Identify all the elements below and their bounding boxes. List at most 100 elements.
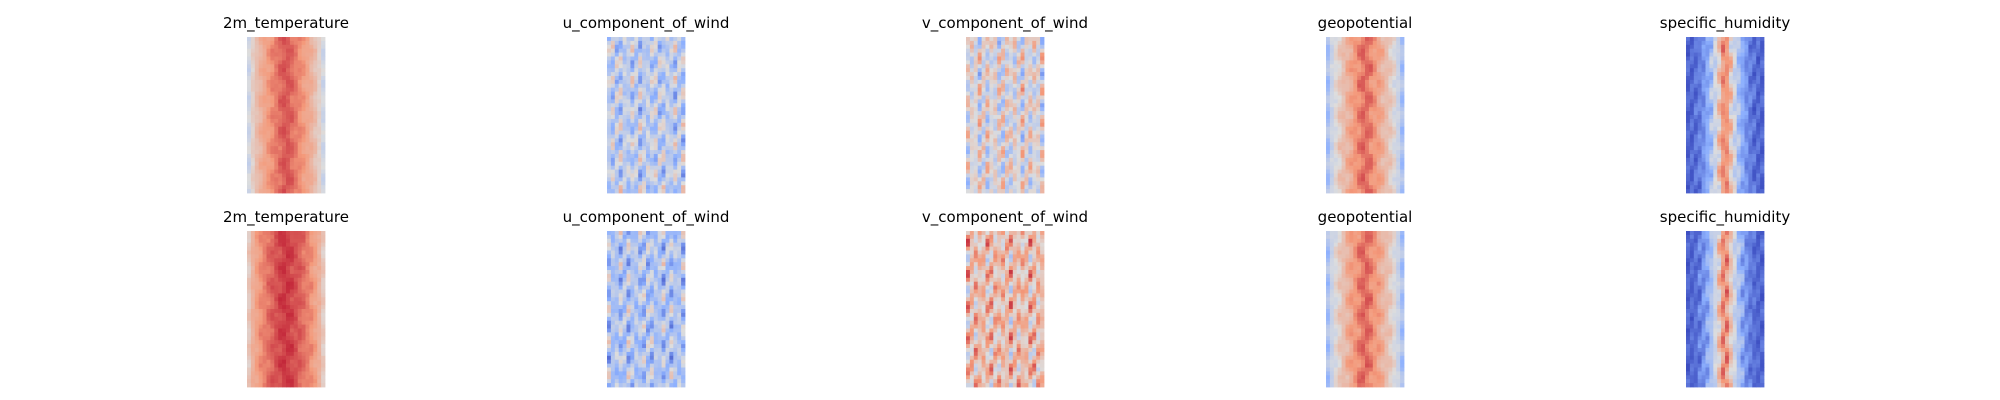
heatmap-cell [1717, 150, 1722, 155]
heatmap-cell [258, 134, 263, 139]
heatmap-cell [293, 340, 299, 345]
heatmap-cell [1380, 76, 1385, 81]
heatmap-cell [258, 189, 263, 194]
heatmap-cell [1717, 177, 1722, 182]
heatmap-cell [1001, 146, 1006, 151]
heatmap-cell [282, 60, 287, 65]
heatmap-cell [270, 270, 275, 275]
heatmap-cell [1345, 189, 1350, 194]
heatmap-cell [673, 60, 678, 65]
heatmap-cell [282, 72, 287, 77]
heatmap-cell [266, 316, 271, 322]
heatmap-cell [614, 126, 620, 131]
heatmap-cell [993, 134, 998, 139]
heatmap-cell [1388, 142, 1393, 147]
heatmap-cell [282, 189, 287, 194]
heatmap-cell [1717, 44, 1722, 50]
heatmap-cell [649, 103, 655, 108]
heatmap-cell [262, 99, 267, 104]
heatmap-cell [1012, 161, 1018, 167]
heatmap-cell [1016, 83, 1021, 89]
heatmap-cell [634, 87, 639, 92]
heatmap-cell [317, 91, 322, 96]
heatmap-cell [622, 258, 627, 263]
heatmap-cell [1686, 76, 1691, 81]
heatmap-cell [270, 312, 275, 318]
heatmap-cell [313, 316, 318, 322]
heatmap-cell [642, 68, 647, 73]
heatmap-cell [638, 83, 643, 89]
heatmap-cell [1008, 56, 1014, 61]
heatmap-cell [1341, 181, 1346, 186]
heatmap-cell [677, 72, 682, 77]
heatmap-cell [301, 379, 306, 384]
heatmap-cell [262, 309, 267, 314]
heatmap-cell [289, 277, 295, 283]
heatmap-cell [247, 150, 252, 155]
heatmap-cell [1744, 68, 1749, 73]
heatmap-cell [293, 146, 299, 151]
heatmap-cell [1740, 111, 1745, 116]
heatmap-cell [305, 130, 310, 135]
heatmap-cell [254, 340, 260, 345]
heatmap-cell [1349, 115, 1354, 120]
heatmap-cell [258, 79, 263, 85]
heatmap-cell [282, 344, 287, 349]
heatmap-cell [997, 146, 1002, 151]
heatmap-cell [661, 181, 666, 186]
heatmap-cell [250, 273, 256, 279]
heatmap-cell [638, 185, 643, 190]
heatmap-cell [1689, 165, 1695, 170]
heatmap-cell [638, 177, 643, 182]
heatmap-cell [1392, 87, 1397, 92]
heatmap-cell [1697, 87, 1702, 92]
heatmap-cell [301, 56, 306, 61]
heatmap-cell [669, 138, 674, 143]
heatmap-cell [614, 76, 620, 81]
heatmap-cell [1721, 52, 1726, 57]
heatmap-cell [981, 91, 986, 96]
heatmap-cell [293, 40, 299, 46]
heatmap-cell [1368, 44, 1374, 50]
heatmap-cell [309, 142, 314, 147]
heatmap-cell [1326, 103, 1331, 108]
heatmap-cell [677, 68, 682, 73]
heatmap-cell [250, 44, 256, 50]
heatmap-cell [301, 68, 306, 73]
heatmap-cell [1760, 40, 1765, 46]
heatmap-cell [1372, 68, 1378, 73]
heatmap-cell [1705, 83, 1710, 89]
heatmap-cell [1345, 37, 1350, 42]
heatmap-cell [282, 273, 287, 279]
heatmap-cell [301, 371, 306, 376]
heatmap-cell [274, 238, 279, 244]
heatmap-cell [270, 336, 275, 341]
heatmap-cell [634, 122, 639, 128]
heatmap-cell [262, 281, 267, 286]
heatmap-cell [247, 371, 252, 376]
heatmap-cell [1740, 76, 1745, 81]
heatmap-cell [1020, 150, 1025, 155]
heatmap-cell [247, 76, 252, 81]
heatmap-cell [677, 146, 682, 151]
heatmap-cell [301, 340, 306, 345]
heatmap-cell [1689, 44, 1695, 50]
heatmap-cell [1357, 103, 1362, 108]
heatmap-cell [997, 64, 1002, 69]
heatmap-cell [630, 242, 635, 247]
heatmap-cell [293, 316, 299, 322]
heatmap-cell [1329, 122, 1335, 128]
heatmap-cell [607, 161, 612, 167]
heatmap-cell [1728, 48, 1734, 53]
heatmap-cell [1756, 95, 1761, 100]
heatmap-cell [313, 115, 318, 120]
heatmap-cell [622, 115, 627, 120]
heatmap-cell [993, 177, 998, 182]
heatmap-cell [630, 68, 635, 73]
heatmap-cell [681, 142, 686, 147]
heatmap-cell [293, 266, 299, 271]
heatmap-cell [305, 305, 310, 310]
heatmap-cell [1012, 48, 1018, 53]
heatmap-cell [1736, 52, 1741, 57]
heatmap-cell [1036, 64, 1041, 69]
